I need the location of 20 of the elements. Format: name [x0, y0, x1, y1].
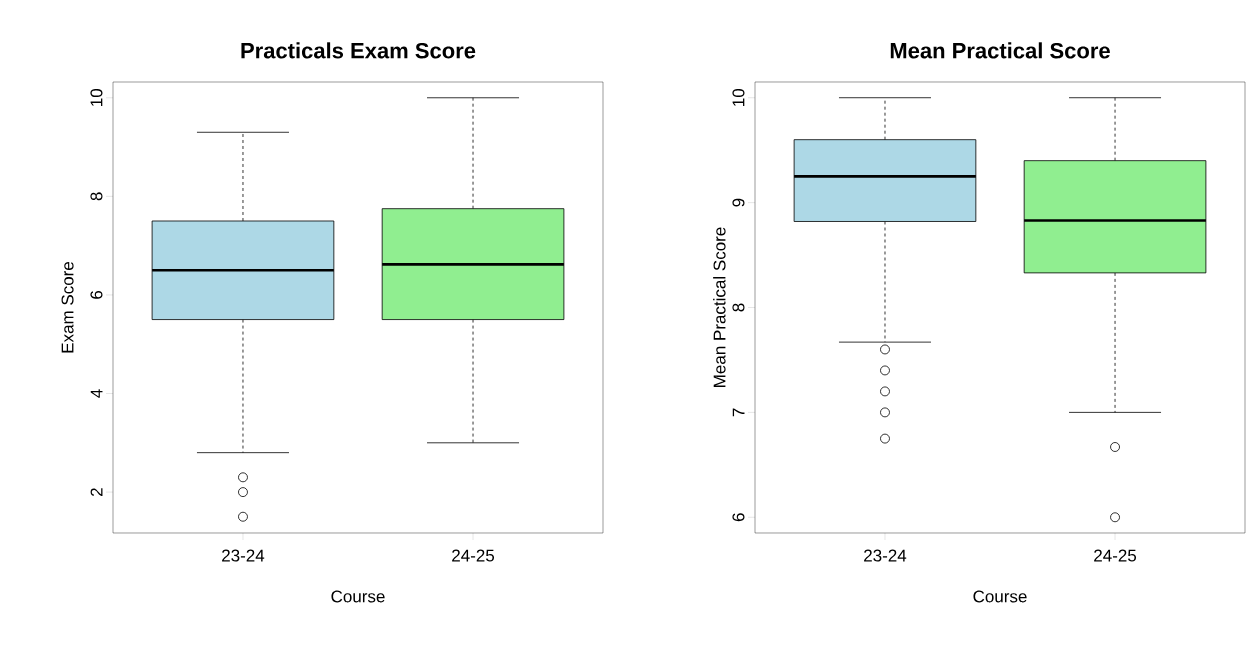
x-tick-label: 24-25 [1094, 549, 1137, 562]
x-tick-label: 24-25 [452, 549, 495, 562]
y-tick-label: 10 [90, 88, 103, 106]
x-tick-label: 23-24 [222, 549, 265, 562]
y-tick-label: 2 [90, 488, 103, 496]
chart-title: Practicals Exam Score [241, 42, 476, 59]
y-tick-label: 7 [732, 408, 745, 417]
y-tick-label: 8 [90, 192, 103, 201]
y-tick-label: 6 [90, 290, 103, 299]
y-axis-title: Exam Score [61, 261, 74, 353]
y-tick-label: 10 [732, 88, 745, 106]
x-axis-title: Course [973, 590, 1027, 603]
y-tick-label: 4 [90, 389, 103, 398]
chart-title: Mean Practical Score [890, 42, 1110, 59]
x-axis-title: Course [331, 590, 385, 603]
x-tick-label: 23-24 [864, 549, 907, 562]
y-tick-label: 9 [732, 198, 745, 207]
y-tick-label: 8 [732, 303, 745, 312]
y-tick-label: 6 [732, 513, 745, 522]
y-axis-title: Mean Practical Score [713, 227, 726, 387]
